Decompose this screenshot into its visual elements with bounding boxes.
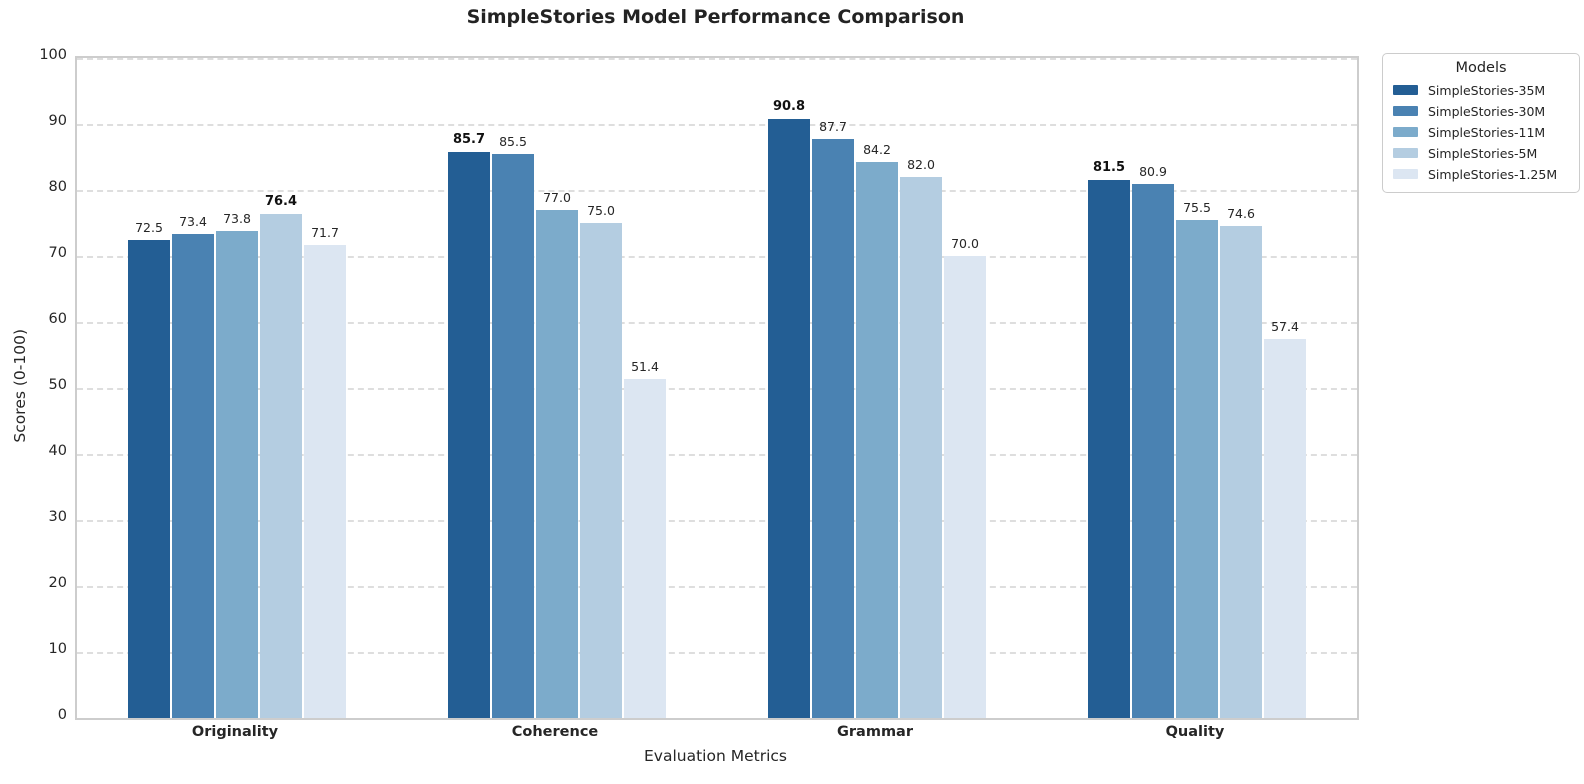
bar-SimpleStories-1.25M-Grammar: [944, 256, 986, 718]
legend-swatch-icon: [1393, 169, 1418, 179]
x-axis-label: Evaluation Metrics: [644, 747, 787, 765]
gridline: [77, 190, 1357, 192]
bar-value-label: 77.0: [543, 189, 571, 205]
chart-title: SimpleStories Model Performance Comparis…: [466, 6, 965, 28]
y-tick-label: 80: [48, 179, 67, 195]
bar-value-label: 85.7: [452, 132, 486, 148]
bar-SimpleStories-1.25M-Quality: [1264, 339, 1306, 718]
legend-item-label: SimpleStories-30M: [1428, 103, 1546, 119]
bar-SimpleStories-11M-Quality: [1176, 219, 1218, 718]
bar-SimpleStories-11M-Grammar: [856, 162, 898, 718]
gridline: [77, 586, 1357, 588]
gridline: [77, 520, 1357, 522]
bar-SimpleStories-30M-Quality: [1132, 184, 1174, 718]
y-tick-label: 10: [48, 641, 67, 657]
legend: Models SimpleStories-35M SimpleStories-30…: [1382, 53, 1580, 193]
legend-item-label: SimpleStories-1.25M: [1428, 166, 1558, 182]
legend-item-label: SimpleStories-35M: [1428, 82, 1546, 98]
bar-SimpleStories-35M-Quality: [1088, 180, 1130, 718]
y-tick-label: 70: [48, 245, 67, 261]
bar-SimpleStories-5M-Coherence: [580, 223, 622, 718]
bar-value-label: 57.4: [1271, 319, 1299, 335]
bar-SimpleStories-1.25M-Coherence: [624, 378, 666, 718]
gridline: [77, 322, 1357, 324]
bar-value-label: 74.6: [1227, 205, 1255, 221]
legend-items: SimpleStories-35M SimpleStories-30M Simple…: [1393, 82, 1569, 182]
bar-value-label: 85.5: [499, 133, 527, 149]
legend-item-label: SimpleStories-5M: [1428, 145, 1538, 161]
x-tick-label-Originality: Originality: [191, 724, 279, 740]
bar-SimpleStories-35M-Grammar: [768, 118, 810, 718]
gridline: [77, 652, 1357, 654]
bar-value-label: 81.5: [1092, 160, 1126, 176]
legend-swatch-icon: [1393, 148, 1418, 158]
bar-value-label: 75.5: [1183, 199, 1211, 215]
bar-SimpleStories-30M-Grammar: [812, 139, 854, 718]
bar-value-label: 82.0: [907, 156, 935, 172]
bar-value-label: 71.7: [311, 224, 339, 240]
x-tick-label-Coherence: Coherence: [511, 724, 599, 740]
y-tick-label: 0: [57, 707, 67, 723]
bar-value-label: 73.4: [179, 213, 207, 229]
bar-SimpleStories-5M-Grammar: [900, 176, 942, 718]
legend-item-SimpleStories-5M: SimpleStories-5M: [1393, 145, 1569, 161]
y-tick-label: 40: [48, 443, 67, 459]
x-tick-label-Quality: Quality: [1165, 724, 1225, 740]
legend-item-SimpleStories-1.25M: SimpleStories-1.25M: [1393, 166, 1569, 182]
bar-value-label: 80.9: [1139, 164, 1167, 180]
legend-item-SimpleStories-11M: SimpleStories-11M: [1393, 124, 1569, 140]
bar-value-label: 72.5: [135, 219, 163, 235]
y-tick-label: 100: [39, 47, 67, 63]
y-tick-label: 50: [48, 377, 67, 393]
bar-value-label: 51.4: [631, 358, 659, 374]
legend-swatch-icon: [1393, 106, 1418, 116]
legend-item-label: SimpleStories-11M: [1428, 124, 1546, 140]
bar-SimpleStories-5M-Originality: [260, 213, 302, 718]
legend-swatch-icon: [1393, 85, 1418, 95]
bar-SimpleStories-11M-Coherence: [536, 209, 578, 718]
bar-value-label: 70.0: [951, 236, 979, 251]
y-tick-label: 20: [48, 575, 67, 591]
legend-swatch-icon: [1393, 127, 1418, 137]
bar-SimpleStories-30M-Originality: [172, 233, 214, 718]
y-tick-label: 30: [48, 509, 67, 525]
bar-SimpleStories-35M-Coherence: [448, 152, 490, 718]
legend-title: Models: [1455, 60, 1507, 76]
bar-value-label: 84.2: [863, 142, 891, 158]
legend-item-SimpleStories-35M: SimpleStories-35M: [1393, 82, 1569, 98]
bar-value-label: 75.0: [587, 203, 615, 218]
gridline: [77, 124, 1357, 126]
gridline: [77, 454, 1357, 456]
bar-SimpleStories-35M-Originality: [128, 239, 170, 718]
bar-value-label: 90.8: [772, 98, 806, 114]
bar-SimpleStories-11M-Originality: [216, 230, 258, 718]
y-tick-label: 90: [48, 113, 67, 129]
x-tick-label-Grammar: Grammar: [837, 724, 913, 740]
gridline: [77, 256, 1357, 258]
bar-value-label: 87.7: [819, 119, 847, 135]
bar-SimpleStories-30M-Coherence: [492, 153, 534, 718]
y-tick-label: 60: [48, 311, 67, 327]
bar-value-label: 73.8: [223, 210, 251, 226]
gridline: [77, 58, 1357, 60]
gridline: [77, 388, 1357, 390]
plot-area: 72.5 73.4 73.8 76.4 71.7 85.7 85.5 77.0 75.0 51.4…: [75, 56, 1359, 720]
bar-SimpleStories-1.25M-Originality: [304, 244, 346, 718]
bar-SimpleStories-5M-Quality: [1220, 225, 1262, 718]
bar-value-label: 76.4: [264, 193, 298, 209]
legend-item-SimpleStories-30M: SimpleStories-30M: [1393, 103, 1569, 119]
